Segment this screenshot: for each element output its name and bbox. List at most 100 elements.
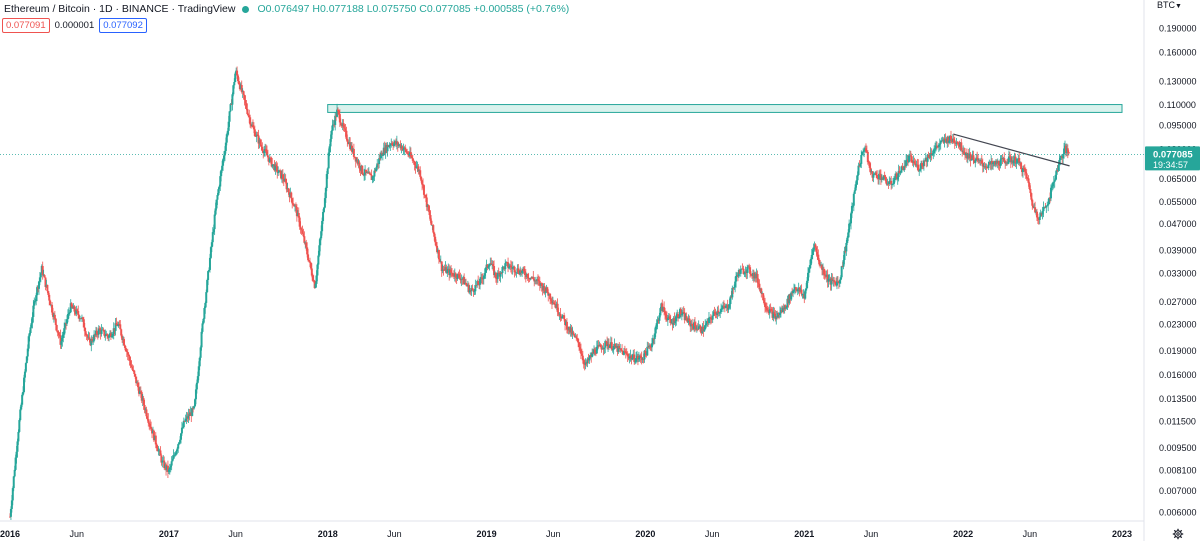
candle-body xyxy=(138,391,141,394)
candle-body xyxy=(419,170,422,177)
candle-body xyxy=(171,458,174,462)
candle-body xyxy=(536,279,539,281)
price-axis[interactable]: 0.190000 0.160000 0.130000 0.110000 0.095000… xyxy=(1143,0,1197,541)
candle-body xyxy=(311,275,314,281)
candle-body xyxy=(155,444,158,449)
high-value: H0.077188 xyxy=(312,3,364,15)
candle-body xyxy=(156,448,159,452)
candle-body xyxy=(526,274,529,279)
candle-body xyxy=(220,170,223,177)
candle-body xyxy=(914,163,917,166)
candle-body xyxy=(21,394,24,405)
candle-body xyxy=(594,353,597,354)
candle-body xyxy=(246,108,249,115)
candle-body xyxy=(504,263,507,270)
candle-body xyxy=(611,349,614,351)
candle-body xyxy=(17,431,20,442)
candle-body xyxy=(55,324,58,331)
price-tick-label: 0.013500 xyxy=(1159,394,1197,404)
candle-body xyxy=(376,163,379,168)
candle-body xyxy=(92,340,95,342)
candle-body xyxy=(659,308,662,316)
candle-body xyxy=(535,280,538,282)
candle-body xyxy=(338,114,341,123)
candle-body xyxy=(204,302,207,309)
candle-body xyxy=(372,176,375,178)
candle-body xyxy=(106,334,109,336)
candle-body xyxy=(218,186,221,190)
candle-body xyxy=(550,299,553,301)
candle-body xyxy=(1024,171,1027,174)
candle-body xyxy=(250,124,253,126)
candle-body xyxy=(626,353,629,357)
candle-body xyxy=(904,165,907,167)
candle-body xyxy=(649,345,652,347)
candle-body xyxy=(202,318,205,324)
candle-body xyxy=(180,427,183,434)
candle-body xyxy=(307,254,310,261)
candle-body xyxy=(257,135,260,144)
candle-body xyxy=(618,345,621,349)
gear-icon[interactable] xyxy=(1172,528,1184,540)
candle-body xyxy=(940,140,943,142)
candle-body xyxy=(978,159,981,161)
candle-body xyxy=(295,207,298,217)
candle-body xyxy=(180,433,183,440)
candle-body xyxy=(597,345,600,347)
candle-body xyxy=(972,155,975,160)
candle-body xyxy=(111,333,114,336)
spread-value: 0.000001 xyxy=(54,20,95,31)
sell-price-button[interactable]: 0.077091 xyxy=(2,18,50,33)
candle-body xyxy=(857,165,860,175)
candle-body xyxy=(488,265,491,267)
candle-body xyxy=(561,316,564,319)
candle-body xyxy=(207,271,210,280)
candle-body xyxy=(1049,198,1052,199)
candle-body xyxy=(446,269,449,274)
candle-body xyxy=(812,247,815,250)
candle-body xyxy=(308,261,311,263)
candle-body xyxy=(404,147,407,150)
open-value: O0.076497 xyxy=(257,3,310,15)
candle-body xyxy=(415,166,418,168)
candle-body xyxy=(166,465,169,472)
currency-selector[interactable]: BTC▼ xyxy=(1157,0,1182,10)
candle-body xyxy=(331,125,334,131)
candle-body xyxy=(436,245,439,253)
candle-body xyxy=(438,259,441,262)
candle-body xyxy=(371,176,374,181)
candle-body xyxy=(501,266,504,273)
candle-body xyxy=(46,284,49,292)
last-price-badge xyxy=(1145,146,1200,171)
candle-body xyxy=(610,342,613,350)
candle-body xyxy=(1032,205,1035,208)
candle-body xyxy=(704,325,707,330)
candle-body xyxy=(588,357,591,361)
candle-body xyxy=(605,341,608,342)
time-tick-label: 2021 xyxy=(794,529,814,539)
symbol-title[interactable]: Ethereum / Bitcoin · 1D · BINANCE · Trad… xyxy=(4,3,236,15)
candle-body xyxy=(721,308,724,310)
candle-body xyxy=(717,310,720,314)
candle-body xyxy=(909,155,912,157)
candle-body xyxy=(177,444,180,449)
candle-body xyxy=(850,205,853,214)
buy-price-button[interactable]: 0.077092 xyxy=(99,18,147,33)
candle-body xyxy=(265,149,268,152)
candle-body xyxy=(316,264,319,276)
candle-body xyxy=(617,345,620,352)
candle-body xyxy=(768,308,771,314)
candle-body xyxy=(724,305,727,308)
candle-body xyxy=(440,261,443,271)
candle-body xyxy=(124,347,127,352)
candle-body xyxy=(513,266,516,273)
candle-body xyxy=(866,151,869,163)
candle-body xyxy=(490,263,493,265)
time-axis[interactable]: 2016 Jun 2017 Jun 2018 Jun 2019 Jun 2020 Jun 2021 J… xyxy=(0,520,1144,539)
candle-body xyxy=(793,289,796,291)
candle-body xyxy=(728,304,731,308)
candle-body xyxy=(152,430,155,441)
candle-body xyxy=(414,165,417,168)
candle-body xyxy=(130,365,133,367)
